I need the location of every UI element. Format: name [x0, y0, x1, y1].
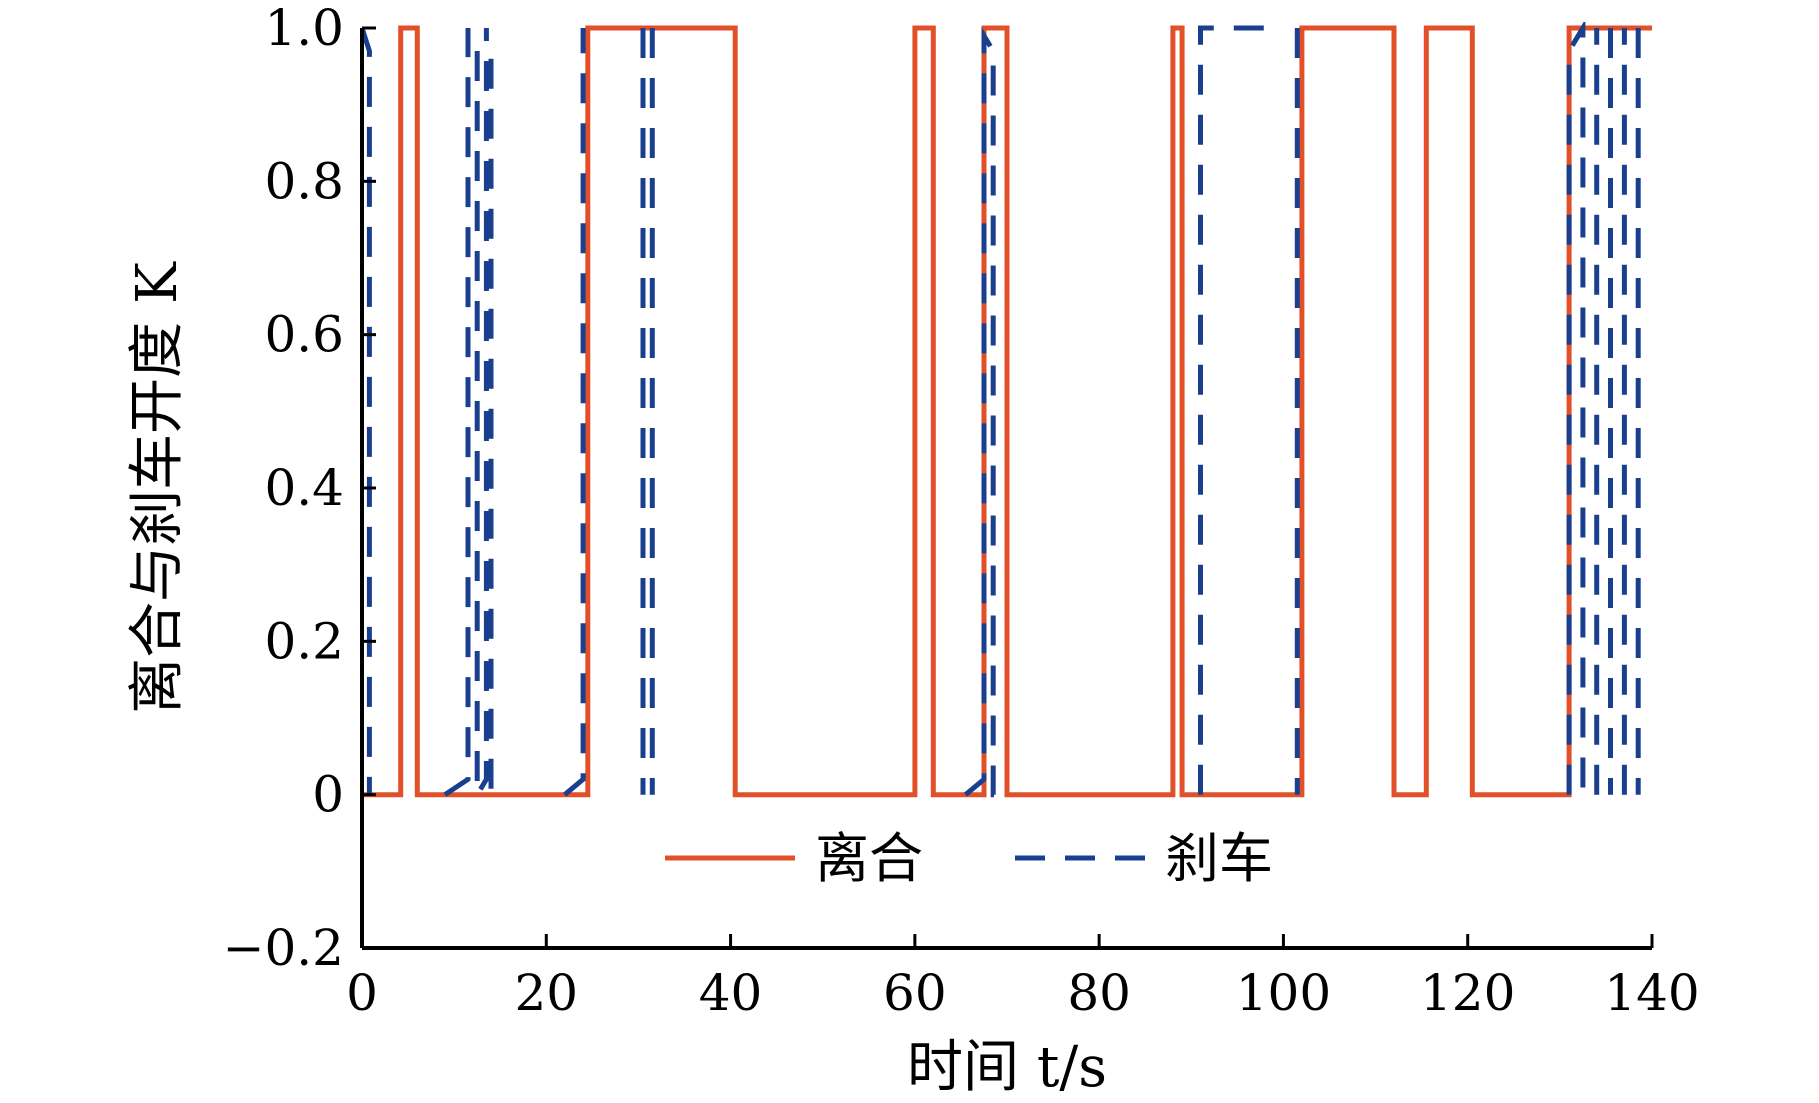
x-tick-label-0: 0	[346, 964, 378, 1022]
legend-label-clutch: 离合	[815, 827, 923, 890]
x-tick-label-5: 100	[1236, 964, 1331, 1022]
y-tick-label-6: 1.0	[264, 0, 344, 57]
tick-labels: 0 20 40 60 80 100 120 140−0.200.20.40.60.81.0	[223, 0, 1700, 1022]
series-brake-segment-2	[474, 28, 489, 804]
x-tick-label-4: 80	[1067, 964, 1131, 1022]
y-tick-label-0: −0.2	[223, 919, 344, 977]
tick-marks	[360, 26, 1654, 950]
legend-label-brake: 刹车	[1165, 827, 1273, 890]
legend: 离合 刹车	[665, 827, 1273, 890]
series-brake-segment-4	[563, 28, 586, 797]
y-axis-title: 离合与刹车开度 K	[125, 261, 190, 714]
y-tick-label-2: 0.2	[264, 612, 344, 670]
series-clutch-line	[362, 25, 1652, 798]
x-tick-label-3: 60	[883, 964, 947, 1022]
x-tick-label-1: 20	[514, 964, 578, 1022]
x-tick-label-2: 40	[699, 964, 763, 1022]
series-layer	[362, 22, 1652, 804]
y-tick-label-3: 0.4	[264, 459, 344, 517]
series-brake-segment-10	[1566, 22, 1586, 795]
y-tick-label-4: 0.6	[264, 306, 344, 364]
y-tick-label-1: 0	[312, 766, 344, 824]
series-brake-segment-7	[963, 26, 1007, 798]
series-brake-segment-1	[443, 28, 471, 797]
x-tick-label-6: 120	[1420, 964, 1515, 1022]
y-tick-label-5: 0.8	[264, 152, 344, 210]
x-tick-label-7: 140	[1604, 964, 1699, 1022]
x-axis-title: 时间 t/s	[907, 1035, 1107, 1100]
series-brake-segment-8	[1198, 25, 1279, 795]
series-brake-segment-0	[362, 27, 372, 795]
